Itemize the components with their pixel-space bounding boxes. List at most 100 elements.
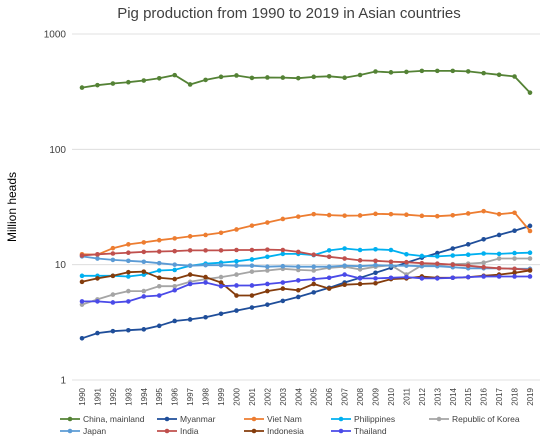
data-point xyxy=(141,327,147,332)
data-point xyxy=(156,260,162,266)
data-point xyxy=(373,258,378,264)
y-tick-label: 100 xyxy=(49,145,66,156)
series-indonesia xyxy=(79,268,533,298)
x-tick-label: 1991 xyxy=(93,387,102,405)
data-point xyxy=(172,248,177,254)
data-point xyxy=(110,292,116,297)
data-point xyxy=(450,253,456,258)
data-point xyxy=(95,330,100,336)
legend-label: Thailand xyxy=(354,426,387,436)
data-point xyxy=(404,251,409,257)
data-point xyxy=(419,213,425,219)
data-point xyxy=(450,212,456,218)
data-point xyxy=(126,327,131,333)
data-point xyxy=(326,254,332,260)
legend-item: Thailand xyxy=(331,426,387,436)
data-point xyxy=(203,248,208,253)
data-point xyxy=(79,335,85,341)
data-point xyxy=(357,258,363,263)
x-tick-label: 2011 xyxy=(402,387,411,405)
data-point xyxy=(419,260,425,266)
data-point xyxy=(311,290,317,295)
data-point xyxy=(311,268,317,273)
data-point xyxy=(249,305,255,310)
data-point xyxy=(527,274,533,279)
series-line xyxy=(81,210,531,256)
legend-item: Myanmar xyxy=(157,414,216,424)
data-point xyxy=(357,267,363,272)
data-point xyxy=(218,248,224,253)
data-point xyxy=(342,272,347,277)
data-point xyxy=(496,266,502,271)
x-tick-label: 2004 xyxy=(294,387,303,405)
data-point xyxy=(265,247,270,252)
legend-label: China, mainland xyxy=(83,414,145,424)
data-point xyxy=(295,264,301,270)
series-line xyxy=(82,273,530,304)
data-point xyxy=(450,246,456,251)
data-point xyxy=(342,213,347,218)
data-point xyxy=(280,286,286,291)
chart-title: Pig production from 1990 to 2019 in Asia… xyxy=(117,5,461,22)
data-point xyxy=(465,274,471,280)
series-india xyxy=(79,247,533,273)
data-point xyxy=(311,264,317,270)
data-point xyxy=(249,269,255,274)
series-line xyxy=(81,70,531,94)
data-point xyxy=(187,272,193,277)
data-point xyxy=(249,257,255,262)
data-point xyxy=(388,275,394,281)
data-point xyxy=(373,270,378,276)
data-point xyxy=(110,328,116,334)
data-point xyxy=(280,280,286,285)
legend-item: Viet Nam xyxy=(244,414,302,424)
series-republic-of-korea xyxy=(79,256,533,307)
data-point xyxy=(512,270,517,276)
data-point xyxy=(496,72,502,78)
x-tick-label: 1992 xyxy=(109,387,118,405)
x-tick-label: 2006 xyxy=(325,387,334,405)
data-point xyxy=(295,267,301,273)
data-point xyxy=(404,274,409,280)
data-point xyxy=(187,281,193,287)
data-point xyxy=(326,264,332,270)
data-point xyxy=(342,282,347,288)
data-point xyxy=(79,273,85,279)
series-viet-nam xyxy=(79,208,533,258)
legend-swatch-marker xyxy=(338,416,344,422)
data-point xyxy=(218,274,224,280)
data-point xyxy=(172,262,177,267)
data-point xyxy=(496,232,502,238)
data-point xyxy=(95,299,100,304)
data-point xyxy=(187,248,193,253)
data-point xyxy=(295,214,301,219)
data-point xyxy=(234,272,239,277)
data-point xyxy=(450,262,456,267)
data-point xyxy=(481,208,486,214)
data-point xyxy=(326,248,332,253)
data-point xyxy=(265,75,270,80)
data-point xyxy=(357,281,363,287)
data-point xyxy=(172,267,177,273)
series-line xyxy=(81,269,531,297)
data-point xyxy=(326,286,332,291)
data-point xyxy=(357,276,363,281)
data-point xyxy=(404,259,409,265)
data-point xyxy=(265,264,270,270)
data-point xyxy=(357,72,363,78)
data-point xyxy=(280,247,286,253)
data-point xyxy=(172,287,177,293)
data-point xyxy=(234,263,239,268)
data-point xyxy=(141,78,147,83)
data-point xyxy=(481,260,486,266)
data-point xyxy=(126,258,131,264)
data-point xyxy=(280,298,286,304)
data-point xyxy=(357,247,363,253)
data-point xyxy=(141,259,147,265)
x-tick-label: 2009 xyxy=(372,387,381,405)
data-point xyxy=(79,302,85,307)
data-point xyxy=(110,300,116,305)
data-point xyxy=(435,276,440,281)
data-point xyxy=(265,288,270,294)
